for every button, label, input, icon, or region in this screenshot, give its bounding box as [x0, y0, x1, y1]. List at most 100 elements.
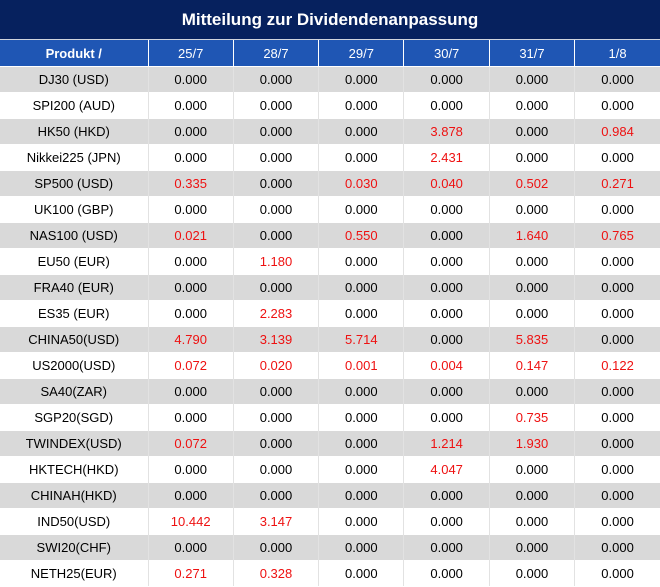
value-cell: 0.000 [574, 326, 660, 353]
value-cell: 0.000 [318, 404, 405, 431]
value-cell: 0.000 [574, 144, 660, 171]
column-header-date: 30/7 [403, 40, 490, 67]
value-cell: 0.000 [233, 456, 320, 483]
value-cell: 0.000 [318, 144, 405, 171]
table-row: SP500 (USD) 0.335 0.000 0.030 0.040 0.502 0.27… [0, 170, 660, 197]
value-cell: 0.072 [148, 352, 234, 379]
product-cell: TWINDEX(USD) [0, 430, 149, 457]
value-cell: 0.000 [233, 482, 320, 509]
value-cell: 0.000 [574, 534, 660, 561]
value-cell: 0.000 [403, 482, 490, 509]
value-cell: 0.000 [403, 248, 490, 275]
column-header-date: 29/7 [318, 40, 405, 67]
value-cell: 1.930 [489, 430, 576, 457]
table-header-row: Produkt / 25/7 28/7 29/7 30/7 31/7 1/8 [0, 40, 660, 67]
value-cell: 0.000 [489, 508, 576, 535]
value-cell: 0.000 [318, 118, 405, 145]
product-cell: IND50(USD) [0, 508, 149, 535]
product-cell: HKTECH(HKD) [0, 456, 149, 483]
value-cell: 0.000 [318, 300, 405, 327]
product-cell: SGP20(SGD) [0, 404, 149, 431]
value-cell: 0.040 [403, 170, 490, 197]
value-cell: 0.000 [148, 248, 234, 275]
column-header-date: 31/7 [489, 40, 576, 67]
value-cell: 0.000 [489, 248, 576, 275]
value-cell: 0.000 [489, 534, 576, 561]
value-cell: 0.550 [318, 222, 405, 249]
value-cell: 0.000 [489, 300, 576, 327]
value-cell: 0.000 [574, 508, 660, 535]
value-cell: 0.000 [403, 326, 490, 353]
value-cell: 0.000 [574, 66, 660, 93]
value-cell: 0.000 [403, 274, 490, 301]
value-cell: 0.765 [574, 222, 660, 249]
table-row: Nikkei225 (JPN) 0.000 0.000 0.000 2.431 0.000… [0, 144, 660, 171]
value-cell: 5.835 [489, 326, 576, 353]
value-cell: 0.072 [148, 430, 234, 457]
value-cell: 0.000 [574, 378, 660, 405]
value-cell: 0.000 [318, 378, 405, 405]
table-row: NAS100 (USD) 0.021 0.000 0.550 0.000 1.640 0.7… [0, 222, 660, 249]
product-cell: EU50 (EUR) [0, 248, 149, 275]
value-cell: 0.000 [574, 196, 660, 223]
value-cell: 0.000 [574, 248, 660, 275]
value-cell: 0.000 [318, 508, 405, 535]
value-cell: 0.000 [403, 92, 490, 119]
value-cell: 0.122 [574, 352, 660, 379]
value-cell: 0.020 [233, 352, 320, 379]
product-cell: SP500 (USD) [0, 170, 149, 197]
value-cell: 0.000 [318, 196, 405, 223]
value-cell: 0.735 [489, 404, 576, 431]
value-cell: 2.431 [403, 144, 490, 171]
table-row: NETH25(EUR) 0.271 0.328 0.000 0.000 0.000 0.00… [0, 560, 660, 586]
table-row: SGP20(SGD) 0.000 0.000 0.000 0.000 0.735 0.000 [0, 404, 660, 431]
value-cell: 0.000 [489, 196, 576, 223]
table-row: SWI20(CHF) 0.000 0.000 0.000 0.000 0.000 0.000 [0, 534, 660, 561]
table-row: US2000(USD) 0.072 0.020 0.001 0.004 0.147 0.12… [0, 352, 660, 379]
column-header-date: 25/7 [148, 40, 234, 67]
value-cell: 0.000 [148, 482, 234, 509]
value-cell: 5.714 [318, 326, 405, 353]
value-cell: 0.000 [318, 534, 405, 561]
value-cell: 3.878 [403, 118, 490, 145]
value-cell: 0.000 [233, 118, 320, 145]
product-cell: UK100 (GBP) [0, 196, 149, 223]
value-cell: 0.030 [318, 170, 405, 197]
product-cell: SA40(ZAR) [0, 378, 149, 405]
value-cell: 4.790 [148, 326, 234, 353]
value-cell: 0.000 [233, 170, 320, 197]
value-cell: 0.000 [233, 92, 320, 119]
value-cell: 0.000 [489, 378, 576, 405]
value-cell: 2.283 [233, 300, 320, 327]
value-cell: 0.000 [233, 144, 320, 171]
value-cell: 0.000 [318, 274, 405, 301]
value-cell: 0.000 [318, 482, 405, 509]
table-row: HK50 (HKD) 0.000 0.000 0.000 3.878 0.000 0.984 [0, 118, 660, 145]
value-cell: 0.000 [403, 560, 490, 586]
product-cell: CHINA50(USD) [0, 326, 149, 353]
table-row: EU50 (EUR) 0.000 1.180 0.000 0.000 0.000 0.000 [0, 248, 660, 275]
value-cell: 0.000 [233, 196, 320, 223]
value-cell: 0.000 [574, 300, 660, 327]
value-cell: 0.021 [148, 222, 234, 249]
value-cell: 1.180 [233, 248, 320, 275]
value-cell: 0.000 [318, 66, 405, 93]
value-cell: 0.000 [148, 534, 234, 561]
value-cell: 0.000 [489, 66, 576, 93]
value-cell: 0.000 [318, 430, 405, 457]
value-cell: 0.328 [233, 560, 320, 586]
value-cell: 0.147 [489, 352, 576, 379]
product-cell: DJ30 (USD) [0, 66, 149, 93]
value-cell: 0.000 [233, 66, 320, 93]
value-cell: 0.000 [403, 534, 490, 561]
value-cell: 0.000 [574, 92, 660, 119]
value-cell: 10.442 [148, 508, 234, 535]
value-cell: 0.000 [148, 66, 234, 93]
product-cell: ES35 (EUR) [0, 300, 149, 327]
column-header-product: Produkt / [0, 40, 149, 67]
value-cell: 0.000 [403, 404, 490, 431]
column-header-date: 28/7 [233, 40, 320, 67]
table-row: UK100 (GBP) 0.000 0.000 0.000 0.000 0.000 0.00… [0, 196, 660, 223]
product-cell: Nikkei225 (JPN) [0, 144, 149, 171]
